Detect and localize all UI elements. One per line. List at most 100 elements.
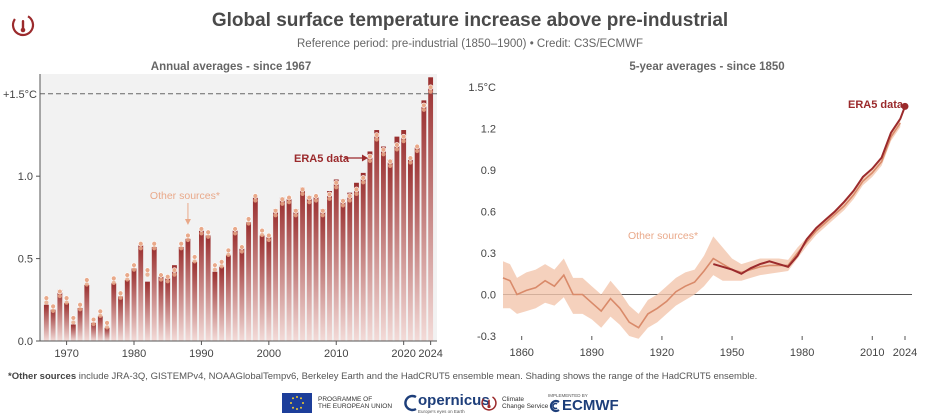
annual-bar bbox=[43, 304, 49, 341]
other-source-marker bbox=[293, 213, 298, 218]
other-source-marker bbox=[347, 198, 352, 203]
other-source-marker bbox=[299, 186, 306, 193]
ecmwf-swirl-icon bbox=[549, 399, 560, 413]
annual-bar bbox=[111, 283, 117, 341]
other-source-marker bbox=[320, 208, 326, 214]
annual-bar bbox=[252, 197, 258, 341]
annual-bar bbox=[50, 309, 56, 341]
annual-bar bbox=[219, 266, 225, 341]
other-source-marker bbox=[84, 282, 89, 287]
copernicus-c-icon bbox=[404, 394, 417, 412]
other-source-marker bbox=[77, 302, 83, 308]
other-source-marker bbox=[394, 147, 400, 152]
other-source-marker bbox=[373, 132, 380, 138]
other-source-marker bbox=[327, 196, 332, 201]
era5-endpoint bbox=[901, 102, 909, 110]
annual-bar bbox=[421, 100, 427, 342]
annual-bar bbox=[104, 327, 110, 341]
annual-bar bbox=[138, 245, 144, 341]
other-source-marker bbox=[259, 232, 265, 238]
other-source-marker bbox=[138, 241, 144, 247]
other-source-marker bbox=[57, 288, 63, 295]
annual-bar bbox=[347, 192, 353, 341]
right-x-tick-label: 2024 bbox=[893, 347, 917, 359]
annual-bar bbox=[77, 308, 83, 341]
annual-bar bbox=[360, 172, 366, 341]
other-source-marker bbox=[71, 320, 76, 325]
other-source-marker bbox=[353, 186, 360, 193]
other-source-marker bbox=[131, 267, 137, 272]
left-y-tick-label: 1.0 bbox=[18, 171, 33, 183]
other-source-marker bbox=[192, 259, 197, 264]
right-y-tick-label: 0.3 bbox=[481, 248, 496, 260]
page-title: Global surface temperature increase abov… bbox=[211, 10, 729, 31]
other-source-marker bbox=[152, 246, 157, 251]
right-y-tick-label: -0.3 bbox=[477, 331, 496, 343]
other-source-marker bbox=[307, 200, 312, 205]
other-source-marker bbox=[273, 213, 278, 218]
left-x-tick-label: 1970 bbox=[54, 348, 78, 360]
other-source-marker bbox=[97, 308, 104, 315]
annual-bar bbox=[212, 271, 218, 341]
other-sources-arrowhead bbox=[184, 219, 191, 225]
annual-bar bbox=[354, 182, 359, 341]
other-sources-line bbox=[502, 122, 901, 329]
other-source-marker bbox=[253, 198, 258, 203]
eu-logo: PROGRAMME OF THE EUROPEAN UNION bbox=[282, 393, 392, 413]
other-source-marker bbox=[266, 237, 271, 243]
other-source-marker bbox=[394, 142, 400, 148]
other-source-marker bbox=[387, 158, 393, 165]
other-source-marker bbox=[252, 193, 259, 199]
annual-bar bbox=[57, 289, 63, 341]
footnote-bold: *Other sources bbox=[8, 371, 77, 382]
other-source-marker bbox=[226, 252, 231, 257]
annual-bar bbox=[320, 209, 326, 341]
annual-bar bbox=[401, 130, 407, 341]
other-source-marker bbox=[286, 200, 292, 205]
page-subtitle: Reference period: pre-industrial (1850–1… bbox=[297, 38, 643, 50]
annual-bar bbox=[387, 159, 393, 341]
annual-bar bbox=[327, 191, 332, 341]
annual-bar bbox=[313, 195, 319, 341]
annual-bar bbox=[84, 284, 90, 341]
other-source-marker bbox=[117, 290, 124, 296]
climate-thermometer-icon bbox=[481, 395, 497, 411]
climate-change-service-logo: Climate Change Service bbox=[480, 393, 548, 413]
annual-bar bbox=[394, 136, 400, 341]
annual-bar bbox=[131, 268, 137, 341]
annual-bar bbox=[333, 179, 339, 341]
other-source-marker bbox=[427, 84, 434, 90]
annual-bar bbox=[286, 199, 292, 341]
footnote: *Other sources include JRA-3Q, GISTEMPv4… bbox=[8, 371, 928, 382]
other-source-marker bbox=[51, 308, 56, 313]
right-x-tick-label: 1950 bbox=[720, 347, 744, 359]
annual-bar bbox=[192, 261, 198, 341]
annual-bar bbox=[381, 146, 386, 341]
other-source-marker bbox=[280, 201, 285, 206]
annual-bar bbox=[232, 230, 238, 341]
annual-bar bbox=[374, 130, 380, 341]
annual-bar bbox=[225, 255, 231, 341]
annual-bar bbox=[279, 197, 285, 341]
left-x-tick-label: 2020 bbox=[391, 348, 415, 360]
annual-bar bbox=[407, 159, 413, 341]
other-source-marker bbox=[63, 295, 70, 301]
other-source-marker bbox=[90, 316, 97, 323]
annual-bar bbox=[246, 222, 252, 341]
other-source-marker bbox=[272, 208, 279, 214]
other-source-marker bbox=[57, 293, 62, 299]
other-source-marker bbox=[206, 234, 211, 239]
other-source-marker bbox=[361, 180, 366, 185]
other-source-marker bbox=[415, 148, 420, 154]
left-y-tick-label: 0.0 bbox=[18, 336, 33, 348]
annual-bar bbox=[178, 247, 184, 341]
other-source-marker bbox=[104, 325, 110, 330]
other-source-marker bbox=[232, 226, 238, 232]
other-source-marker bbox=[212, 267, 218, 272]
other-source-marker bbox=[421, 102, 427, 109]
other-source-marker bbox=[279, 196, 286, 202]
other-source-marker bbox=[138, 246, 143, 251]
annual-bar bbox=[185, 238, 191, 341]
other-source-marker bbox=[212, 262, 218, 268]
left-x-tick-label: 2000 bbox=[257, 348, 281, 360]
